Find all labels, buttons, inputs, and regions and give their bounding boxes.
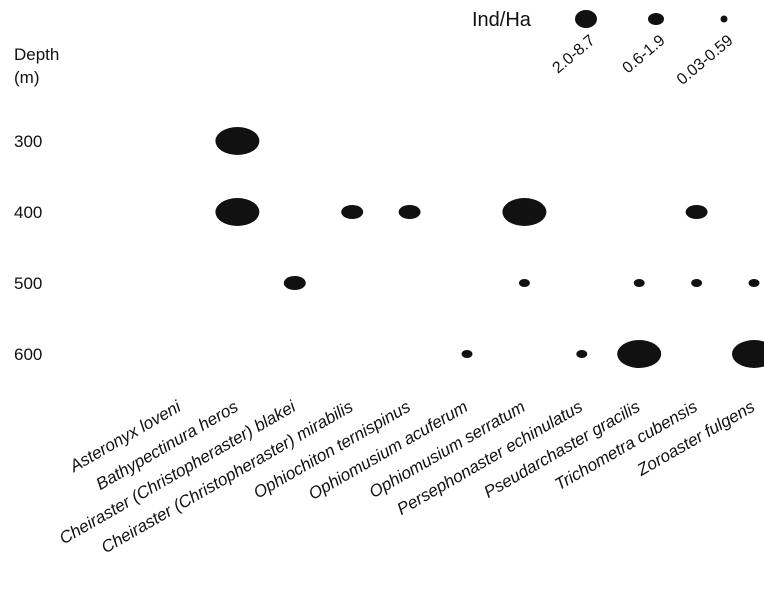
point-zoroaster-fulgens-500 — [748, 279, 760, 287]
y-axis-title-line-2: (m) — [14, 68, 39, 87]
point-ophiomusium-serratum-500 — [518, 279, 530, 287]
point-trichometra-cubensis-500 — [691, 279, 703, 287]
point-ophiochiton-ternispinus-400 — [398, 205, 421, 219]
point-ophiomusium-serratum-400 — [502, 198, 547, 226]
point-bathypectinura-heros-300 — [215, 127, 260, 155]
legend-symbol-large — [575, 10, 597, 28]
legend-title: Ind/Ha — [472, 9, 532, 31]
point-persephonaster-echinulatus-600 — [576, 350, 588, 358]
point-cheiraster-christopheraster-blakei-500 — [283, 276, 306, 290]
y-tick-300: 300 — [14, 132, 42, 151]
point-pseudarchaster-gracilis-600 — [617, 340, 662, 368]
point-zoroaster-fulgens-600 — [732, 340, 764, 368]
y-tick-labels: 300 400 500 600 — [14, 132, 42, 364]
y-tick-400: 400 — [14, 203, 42, 222]
legend-label-large: 2.0-8.7 — [549, 32, 598, 77]
legend-label-medium: 0.6-1.9 — [619, 32, 668, 77]
legend-symbol-small — [720, 15, 728, 23]
legend-label-small: 0.03-0.59 — [674, 32, 737, 89]
legend: Ind/Ha 2.0-8.7 0.6-1.9 0.03-0.59 — [472, 9, 737, 89]
y-axis-title-line-1: Depth — [14, 45, 59, 64]
y-axis-title: Depth (m) — [14, 45, 64, 87]
legend-symbol-medium — [648, 13, 664, 25]
data-points — [215, 127, 764, 368]
point-bathypectinura-heros-400 — [215, 198, 260, 226]
point-trichometra-cubensis-400 — [685, 205, 708, 219]
point-cheiraster-christopheraster-mirabilis-400 — [341, 205, 364, 219]
species-label-cheiraster-christopheraster-blakei: Cheiraster (Christopheraster) blakei — [56, 396, 300, 548]
point-pseudarchaster-gracilis-500 — [633, 279, 645, 287]
y-tick-600: 600 — [14, 345, 42, 364]
point-ophiomusium-acuferum-600 — [461, 350, 473, 358]
y-tick-500: 500 — [14, 274, 42, 293]
